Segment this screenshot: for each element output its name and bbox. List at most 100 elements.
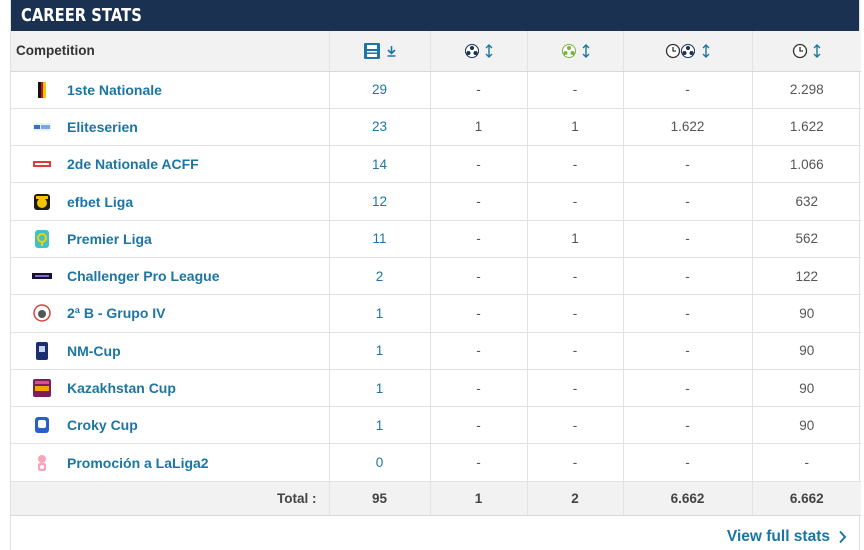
table-row: NM-Cup 1- - -90 — [11, 332, 861, 370]
appearances-cell: 2 — [329, 257, 431, 296]
assists-cell: 1 — [527, 108, 624, 147]
competition-name-cell: Croky Cup — [67, 406, 330, 445]
table-row: 2de Nationale ACFF 14- - -1.066 — [11, 145, 861, 184]
total-appearances: 95 — [329, 481, 431, 516]
competition-link[interactable]: Promoción a LaLiga2 — [67, 454, 209, 471]
competition-name-cell: 1ste Nationale — [67, 71, 330, 109]
croky-cup-logo — [34, 417, 49, 434]
minutes-per-goal-cell: 1.622 — [623, 108, 753, 147]
section-title: CAREER STATS — [21, 5, 142, 26]
minutes-cell: 90 — [752, 294, 861, 333]
goals-cell: - — [430, 294, 528, 333]
competition-link[interactable]: Premier Liga — [67, 230, 152, 247]
total-minutes: 6.662 — [752, 481, 861, 516]
competition-name-cell: 2de Nationale ACFF — [67, 145, 330, 184]
competition-link[interactable]: 1ste Nationale — [67, 81, 162, 98]
assists-cell: - — [527, 182, 624, 221]
goals-cell: - — [430, 369, 528, 408]
minutes-cell: 90 — [752, 369, 861, 408]
career-stats-table: Competition — [11, 31, 861, 516]
minutes-per-goal-cell: - — [623, 369, 753, 408]
competition-logo-cell — [11, 257, 67, 296]
goals-cell: - — [430, 332, 528, 370]
appearances-cell: 23 — [329, 108, 431, 147]
challenger-pro-league-logo — [31, 273, 52, 280]
goals-cell: - — [430, 257, 528, 296]
minutes-per-goal-cell: - — [623, 220, 753, 258]
competition-logo-cell — [11, 145, 67, 184]
competition-link[interactable]: efbet Liga — [67, 193, 134, 210]
minutes-cell: 632 — [752, 182, 861, 221]
minutes-per-goal-icon — [665, 43, 695, 59]
competition-logo-cell — [11, 71, 67, 109]
minutes-per-goal-cell: - — [623, 332, 753, 370]
minutes-cell: 1.622 — [752, 108, 861, 147]
minutes-played-icon — [793, 43, 808, 59]
competition-link[interactable]: 2ª B - Grupo IV — [67, 305, 166, 322]
kazakhstan-cup-logo — [32, 379, 51, 398]
assists-cell: 1 — [527, 220, 624, 258]
minutes-cell: 90 — [752, 406, 861, 445]
appearances-cell: 29 — [329, 71, 431, 109]
minutes-per-goal-cell: - — [623, 406, 753, 445]
goals-cell: - — [430, 443, 528, 482]
competition-link[interactable]: 2de Nationale ACFF — [67, 156, 199, 173]
table-row: Challenger Pro League 2- - -122 — [11, 257, 861, 296]
appearances-cell: 1 — [329, 294, 431, 333]
minutes-per-goal-cell: - — [623, 145, 753, 184]
totals-label: Total : — [11, 481, 330, 516]
goals-cell: - — [430, 145, 528, 184]
goals-cell: 1 — [430, 108, 528, 147]
competition-logo-cell — [11, 406, 67, 445]
column-header-goals[interactable] — [430, 31, 528, 72]
assists-cell: - — [527, 406, 624, 445]
competition-name-cell: efbet Liga — [67, 182, 330, 221]
assists-cell: - — [527, 369, 624, 408]
assists-cell: - — [527, 332, 624, 370]
table-row: Premier Liga 11-1-562 — [11, 220, 861, 258]
premier-liga-logo — [34, 229, 49, 248]
chevron-right-icon — [839, 530, 847, 544]
assists-cell: - — [527, 294, 624, 333]
appearances-cell: 1 — [329, 369, 431, 408]
assists-cell: - — [527, 71, 624, 109]
appearances-icon — [363, 42, 380, 59]
table-row: Promoción a LaLiga2 0- - - - — [11, 443, 861, 482]
competition-link[interactable]: Croky Cup — [67, 417, 138, 434]
column-header-appearances[interactable] — [329, 31, 431, 72]
view-full-stats-link[interactable]: View full stats — [727, 528, 847, 546]
appearances-cell: 1 — [329, 332, 431, 370]
table-row: efbet Liga 12- - -632 — [11, 182, 861, 221]
competition-link[interactable]: Eliteserien — [67, 118, 138, 135]
goals-cell: - — [430, 182, 528, 221]
competition-logo-cell — [11, 294, 67, 333]
eliteserien-logo — [32, 122, 51, 131]
acff-logo — [31, 160, 52, 169]
competition-link[interactable]: Kazakhstan Cup — [67, 380, 176, 397]
minutes-cell: 122 — [752, 257, 861, 296]
competition-name-cell: Kazakhstan Cup — [67, 369, 330, 408]
nm-cup-logo — [35, 341, 48, 360]
column-header-minutes[interactable] — [752, 31, 861, 72]
column-header-assists[interactable] — [527, 31, 624, 72]
competition-link[interactable]: NM-Cup — [67, 342, 121, 359]
sort-icon — [582, 43, 589, 58]
table-row: Eliteserien 23 1 1 1.622 1.622 — [11, 108, 861, 147]
column-header-competition: Competition — [11, 31, 330, 72]
sort-icon — [813, 43, 821, 58]
competition-name-cell: Premier Liga — [67, 220, 330, 258]
competition-link[interactable]: Challenger Pro League — [67, 268, 220, 285]
minutes-per-goal-cell: - — [623, 294, 753, 333]
total-goals: 1 — [430, 481, 528, 516]
appearances-cell: 14 — [329, 145, 431, 184]
table-row: Kazakhstan Cup 1- - -90 — [11, 369, 861, 408]
appearances-cell: 12 — [329, 182, 431, 221]
goals-cell: - — [430, 406, 528, 445]
appearances-cell: 0 — [329, 443, 431, 482]
assists-cell: - — [527, 443, 624, 482]
column-header-minutes-per-goal[interactable] — [623, 31, 753, 72]
minutes-cell: 562 — [752, 220, 861, 258]
minutes-per-goal-cell: - — [623, 257, 753, 296]
total-assists: 2 — [527, 481, 624, 516]
competition-name-cell: Eliteserien — [67, 108, 330, 147]
